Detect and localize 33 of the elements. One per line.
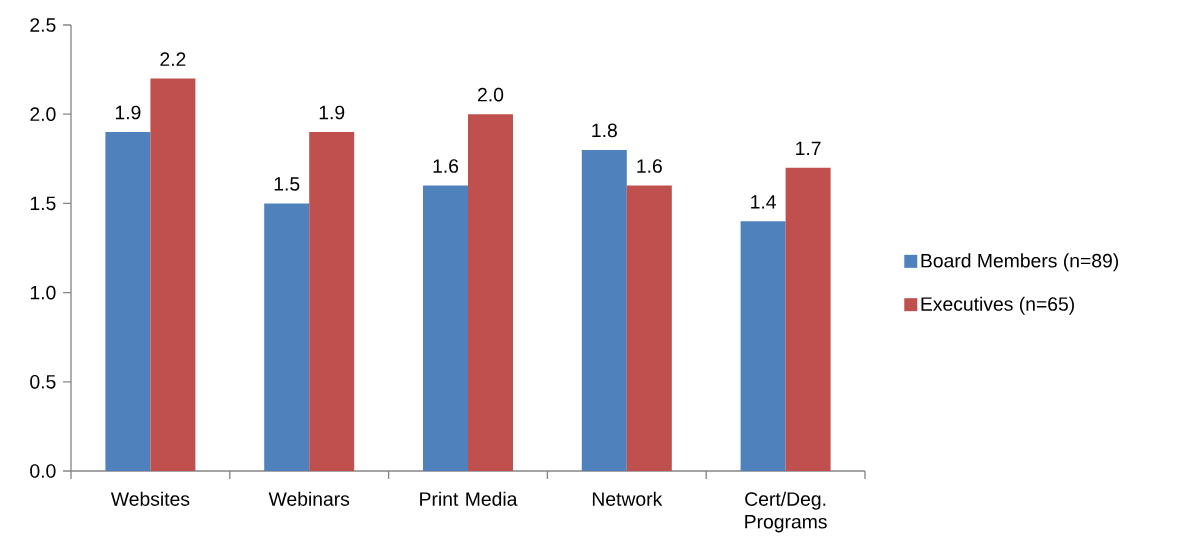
data-label: 1.5 (274, 177, 300, 191)
data-label: 1.6 (637, 159, 662, 173)
bar (626, 185, 672, 471)
x-tick-label: Print Media (420, 491, 518, 506)
x-tick-label: Cert/Deg. Programs (745, 491, 827, 533)
legend-label: Board Members (n=89) (921, 253, 1119, 272)
data-label: 2.0 (478, 87, 504, 102)
legend-label: Executives (n=65) (921, 296, 1074, 315)
x-tick-label: Websites (110, 491, 190, 506)
data-label: 1.9 (115, 105, 141, 120)
data-label: 2.2 (160, 52, 186, 66)
bar (740, 221, 786, 471)
bar (264, 203, 310, 471)
y-tick-label: 1.5 (30, 196, 56, 211)
bar (105, 132, 151, 471)
bar (309, 132, 355, 471)
bar (785, 167, 831, 471)
data-label: 1.8 (592, 123, 617, 138)
y-tick-label: 1.0 (30, 285, 56, 300)
bar (150, 78, 196, 471)
data-label: 1.7 (796, 141, 821, 156)
y-tick-label: 2.0 (30, 107, 56, 122)
data-label: 1.9 (319, 105, 345, 120)
y-tick-label: 0.0 (30, 464, 56, 478)
y-tick-label: 2.5 (30, 18, 56, 32)
x-tick-label: Network (592, 491, 663, 506)
bar (468, 114, 514, 471)
data-label: 1.6 (433, 159, 459, 173)
bar (581, 149, 627, 471)
data-label: 1.4 (751, 195, 776, 209)
bar (423, 185, 469, 471)
y-tick-label: 0.5 (30, 374, 56, 389)
x-tick-label: Webinars (268, 491, 350, 506)
